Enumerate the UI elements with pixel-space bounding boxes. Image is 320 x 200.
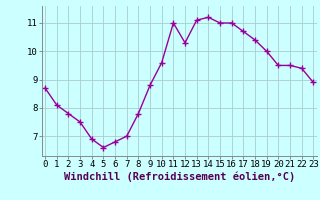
X-axis label: Windchill (Refroidissement éolien,°C): Windchill (Refroidissement éolien,°C) <box>64 172 295 182</box>
